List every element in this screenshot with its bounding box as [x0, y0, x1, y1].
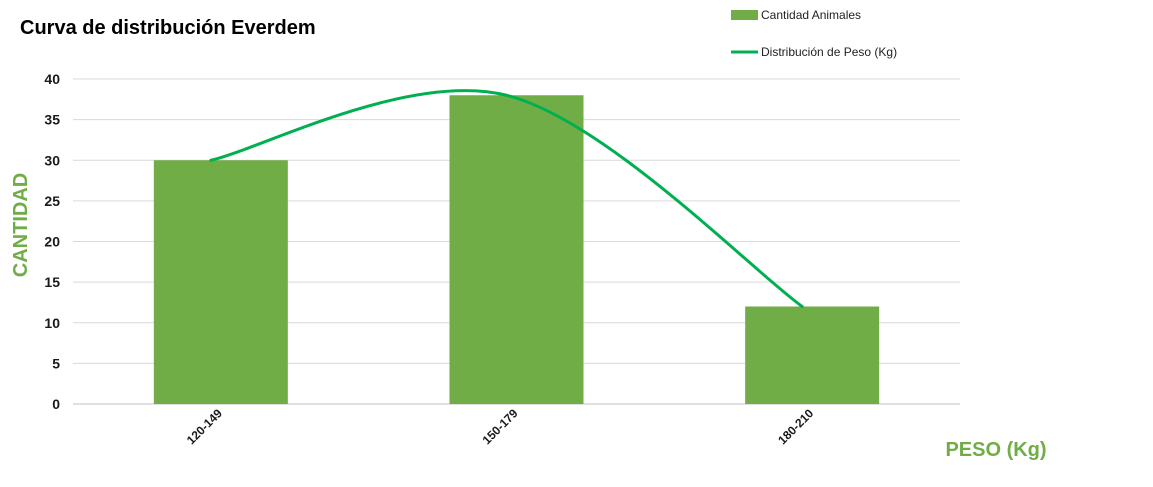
bar-120-149	[153, 160, 288, 404]
y-axis-label: CANTIDAD	[10, 173, 32, 277]
line-distribucion-peso	[209, 89, 804, 308]
y-tick-label: 40	[44, 71, 60, 87]
chart-title: Curva de distribución Everdem	[20, 17, 316, 39]
legend-label-line: Distribución de Peso (Kg)	[761, 45, 897, 59]
y-tick-label: 30	[44, 152, 60, 168]
y-tick-label: 5	[52, 355, 60, 371]
y-tick-label: 0	[52, 396, 60, 412]
y-tick-label: 35	[44, 112, 60, 128]
x-tick-label: 120-149	[184, 406, 225, 447]
y-tick-label: 15	[44, 274, 60, 290]
x-tick-label: 150-179	[480, 406, 521, 447]
y-tick-label: 20	[44, 234, 60, 250]
x-axis-ticks: 120-149 150-179 180-210	[184, 406, 817, 447]
bars	[153, 95, 880, 404]
x-tick-label: 180-210	[775, 406, 816, 447]
x-axis-label: PESO (Kg)	[945, 439, 1046, 461]
legend-label-bar: Cantidad Animales	[761, 8, 861, 22]
legend: Cantidad Animales Distribución de Peso (…	[731, 8, 897, 59]
bar-150-179	[449, 95, 584, 404]
y-tick-label: 10	[44, 315, 60, 331]
y-tick-label: 25	[44, 193, 60, 209]
bar-180-210	[745, 306, 880, 404]
y-axis-ticks: 0 5 10 15 20 25 30 35 40	[44, 71, 60, 412]
legend-swatch-bar	[731, 10, 758, 20]
line-series	[209, 89, 804, 308]
